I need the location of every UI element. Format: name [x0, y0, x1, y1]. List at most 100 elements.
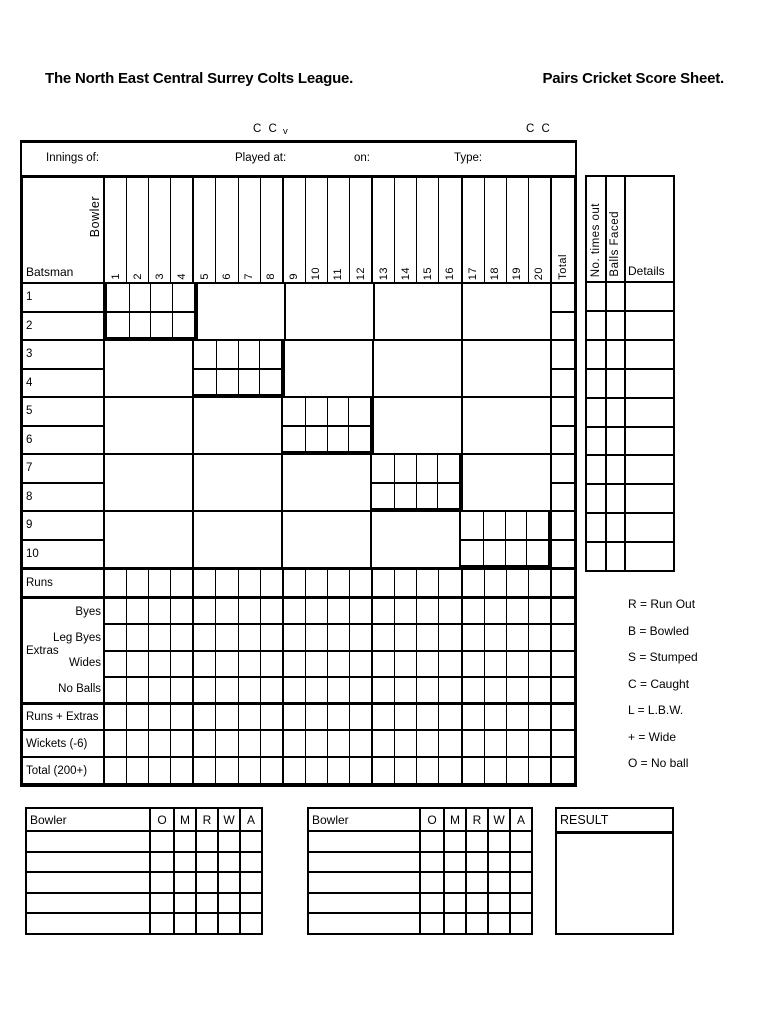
- extras-cell[interactable]: [460, 599, 484, 624]
- extras-cell[interactable]: [105, 652, 126, 676]
- summary-cell[interactable]: [170, 758, 192, 783]
- ball-score-cell[interactable]: [326, 398, 349, 425]
- extras-cell[interactable]: [505, 599, 528, 624]
- summary-cell[interactable]: [349, 731, 371, 756]
- bowling-stat-cell[interactable]: [443, 832, 465, 851]
- runs-cell[interactable]: [371, 570, 394, 596]
- bowling-stat-cell[interactable]: [465, 914, 487, 933]
- balls-faced-cell[interactable]: [607, 340, 626, 368]
- ball-score-cell[interactable]: [526, 512, 548, 539]
- ball-score-cell[interactable]: [415, 455, 438, 482]
- extras-cell[interactable]: [527, 599, 550, 624]
- extras-cell[interactable]: [192, 677, 215, 702]
- runs-cell[interactable]: [416, 570, 438, 596]
- extras-cell[interactable]: [505, 677, 528, 702]
- summary-cell[interactable]: [148, 705, 170, 729]
- batsman-total-cell[interactable]: [552, 424, 574, 454]
- details-cell[interactable]: [626, 456, 673, 483]
- ball-score-cell[interactable]: [259, 367, 281, 394]
- bowling-stat-cell[interactable]: [465, 873, 487, 892]
- summary-cell[interactable]: [259, 705, 282, 729]
- bowling-stat-cell[interactable]: [173, 873, 195, 892]
- extras-cell[interactable]: [349, 651, 371, 676]
- batsman-total-cell[interactable]: [552, 310, 574, 340]
- ball-score-cell[interactable]: [171, 310, 194, 337]
- summary-cell[interactable]: [438, 705, 460, 729]
- summary-total-cell[interactable]: [550, 731, 574, 756]
- bowler-name-cell[interactable]: [309, 873, 421, 892]
- bowling-stat-cell[interactable]: [509, 832, 531, 851]
- bowling-stat-cell[interactable]: [195, 832, 217, 851]
- ball-score-cell[interactable]: [237, 367, 260, 394]
- extras-cell[interactable]: [394, 625, 416, 650]
- bowler-name-cell[interactable]: [27, 893, 151, 913]
- extras-cell[interactable]: [416, 599, 438, 624]
- balls-faced-cell[interactable]: [607, 311, 626, 339]
- ball-score-cell[interactable]: [194, 341, 216, 368]
- no-times-out-cell[interactable]: [587, 456, 607, 484]
- summary-total-cell[interactable]: [550, 758, 574, 783]
- summary-cell[interactable]: [192, 758, 215, 783]
- details-cell[interactable]: [626, 283, 673, 310]
- summary-cell[interactable]: [170, 731, 192, 756]
- summary-cell[interactable]: [460, 705, 484, 729]
- balls-faced-cell[interactable]: [607, 485, 626, 513]
- runs-cell[interactable]: [505, 570, 528, 596]
- summary-cell[interactable]: [371, 705, 394, 729]
- extras-cell[interactable]: [483, 651, 506, 676]
- extras-cell[interactable]: [527, 677, 550, 702]
- extras-cell[interactable]: [148, 625, 170, 650]
- bowling-stat-cell[interactable]: [487, 893, 509, 913]
- bowler-name-cell[interactable]: [27, 914, 151, 933]
- ball-score-cell[interactable]: [150, 284, 172, 311]
- extras-cell[interactable]: [304, 599, 327, 624]
- summary-cell[interactable]: [371, 758, 394, 783]
- ball-score-cell[interactable]: [504, 512, 527, 539]
- extras-cell[interactable]: [281, 599, 305, 624]
- runs-cell[interactable]: [527, 570, 550, 596]
- runs-cell[interactable]: [349, 570, 371, 596]
- extras-cell[interactable]: [483, 625, 506, 650]
- summary-cell[interactable]: [215, 758, 237, 783]
- batsman-total-cell[interactable]: [552, 481, 574, 511]
- bowler-name-cell[interactable]: [309, 832, 421, 851]
- ball-score-cell[interactable]: [259, 341, 281, 368]
- extras-cell[interactable]: [105, 599, 126, 623]
- no-times-out-cell[interactable]: [587, 283, 607, 310]
- no-times-out-cell[interactable]: [587, 340, 607, 368]
- extras-cell[interactable]: [170, 625, 192, 650]
- bowling-stat-cell[interactable]: [421, 894, 443, 913]
- bowler-name-cell[interactable]: [309, 914, 421, 933]
- summary-cell[interactable]: [105, 758, 126, 783]
- runs-cell[interactable]: [170, 570, 192, 596]
- summary-cell[interactable]: [192, 705, 215, 729]
- bowler-name-cell[interactable]: [309, 852, 421, 872]
- ball-score-cell[interactable]: [415, 481, 438, 508]
- extras-cell[interactable]: [505, 651, 528, 676]
- no-times-out-cell[interactable]: [587, 514, 607, 542]
- summary-cell[interactable]: [371, 731, 394, 756]
- bowling-stat-cell[interactable]: [239, 832, 261, 851]
- extras-cell[interactable]: [237, 677, 260, 702]
- extras-cell[interactable]: [460, 651, 484, 676]
- ball-score-cell[interactable]: [283, 424, 305, 452]
- extras-cell[interactable]: [304, 677, 327, 702]
- extras-cell[interactable]: [126, 677, 148, 702]
- ball-score-cell[interactable]: [372, 481, 394, 509]
- batsman-total-cell[interactable]: [552, 341, 574, 368]
- ball-score-cell[interactable]: [393, 455, 416, 482]
- bowling-stat-cell[interactable]: [487, 832, 509, 851]
- ball-score-cell[interactable]: [482, 512, 505, 539]
- extras-cell[interactable]: [304, 625, 327, 650]
- extras-cell[interactable]: [237, 599, 260, 624]
- bowling-stat-cell[interactable]: [465, 852, 487, 872]
- summary-cell[interactable]: [394, 731, 416, 756]
- extras-cell[interactable]: [371, 677, 394, 702]
- ball-score-cell[interactable]: [107, 284, 129, 311]
- extras-cell[interactable]: [527, 625, 550, 650]
- bowling-stat-cell[interactable]: [443, 893, 465, 913]
- bowling-stat-cell[interactable]: [465, 893, 487, 913]
- bowling-stat-cell[interactable]: [151, 914, 173, 933]
- summary-cell[interactable]: [416, 731, 438, 756]
- summary-cell[interactable]: [259, 731, 282, 756]
